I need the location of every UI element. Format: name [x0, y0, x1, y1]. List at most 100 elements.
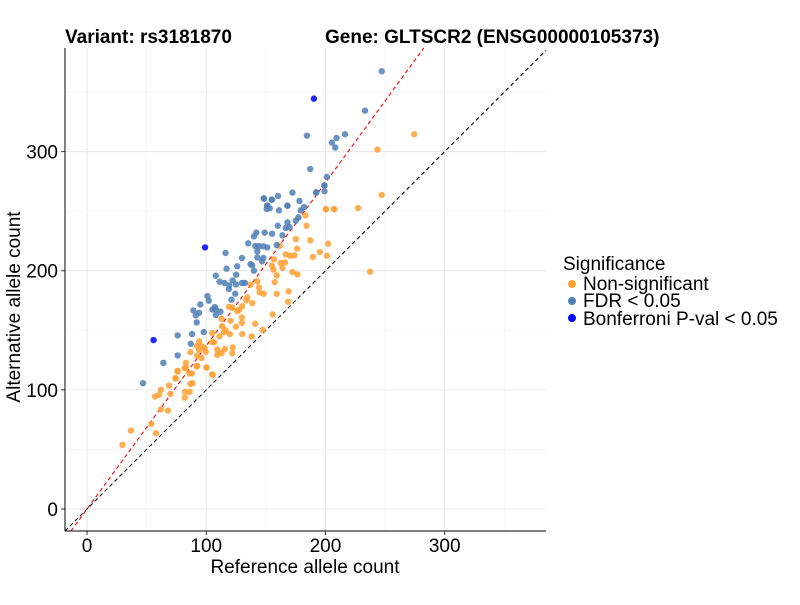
point-fdr-0-05 — [273, 241, 280, 249]
point-non-significant — [309, 253, 317, 261]
point-non-significant — [281, 259, 289, 266]
point-non-significant — [366, 268, 374, 275]
point-fdr-0-05 — [139, 379, 147, 387]
point-non-significant — [273, 290, 280, 297]
point-non-significant — [325, 240, 332, 247]
legend-label-non-significant: Non-significant — [583, 274, 709, 295]
point-non-significant — [165, 382, 173, 389]
point-fdr-0-05 — [197, 301, 204, 308]
point-fdr-0-05 — [332, 144, 339, 151]
point-non-significant — [195, 346, 203, 354]
point-fdr-0-05 — [192, 312, 199, 319]
point-non-significant — [243, 297, 250, 304]
legend-key-non-significant — [568, 280, 576, 288]
point-non-significant — [270, 256, 278, 263]
point-non-significant — [203, 364, 210, 371]
point-fdr-0-05 — [212, 311, 219, 319]
point-non-significant — [303, 222, 310, 229]
point-fdr-0-05 — [232, 281, 240, 288]
point-fdr-0-05 — [341, 131, 349, 138]
point-fdr-0-05 — [228, 296, 235, 303]
point-non-significant — [220, 328, 228, 336]
point-fdr-0-05 — [289, 189, 296, 196]
point-fdr-0-05 — [250, 233, 258, 240]
point-non-significant — [284, 298, 292, 305]
point-fdr-0-05 — [274, 222, 281, 229]
point-fdr-0-05 — [241, 279, 249, 287]
point-fdr-0-05 — [296, 197, 303, 205]
grid-lines — [65, 48, 546, 531]
reference-lines — [64, 47, 547, 532]
point-fdr-0-05 — [254, 248, 261, 255]
point-fdr-0-05 — [222, 249, 229, 257]
point-fdr-0-05 — [223, 265, 230, 272]
point-non-significant — [214, 351, 221, 359]
point-non-significant — [148, 420, 155, 428]
point-non-significant — [293, 245, 301, 252]
point-fdr-0-05 — [174, 352, 181, 359]
point-fdr-0-05 — [268, 230, 276, 237]
point-bonferroni-p-val-0-05 — [150, 336, 157, 344]
point-non-significant — [157, 406, 165, 413]
point-non-significant — [249, 299, 256, 307]
point-non-significant — [238, 319, 246, 326]
legend: Significance Non-significant FDR < 0.05 … — [563, 254, 778, 330]
point-non-significant — [410, 131, 418, 138]
point-non-significant — [186, 388, 193, 396]
point-fdr-0-05 — [160, 359, 167, 367]
point-non-significant — [270, 266, 277, 273]
reference-line-identity — [64, 49, 547, 532]
point-non-significant — [271, 278, 278, 286]
point-non-significant — [214, 346, 221, 353]
point-non-significant — [374, 146, 381, 153]
point-non-significant — [322, 205, 330, 213]
point-non-significant — [285, 288, 292, 295]
point-non-significant — [193, 363, 200, 370]
point-fdr-0-05 — [200, 328, 207, 336]
point-non-significant — [248, 333, 255, 340]
point-non-significant — [216, 333, 223, 340]
point-fdr-0-05 — [292, 217, 299, 224]
point-fdr-0-05 — [303, 132, 311, 139]
point-bonferroni-p-val-0-05 — [310, 95, 318, 102]
point-fdr-0-05 — [174, 332, 181, 339]
point-non-significant — [127, 427, 135, 434]
point-non-significant — [307, 237, 314, 244]
point-non-significant — [152, 430, 160, 437]
y-tick-label: 100 — [26, 381, 58, 402]
y-tick-label: 300 — [26, 143, 58, 164]
data-points — [119, 68, 418, 449]
legend-title: Significance — [563, 254, 665, 275]
point-non-significant — [172, 375, 179, 382]
point-fdr-0-05 — [378, 68, 385, 75]
point-non-significant — [209, 371, 217, 379]
point-non-significant — [187, 380, 194, 388]
point-non-significant — [279, 264, 286, 272]
point-fdr-0-05 — [321, 188, 328, 195]
point-non-significant — [273, 272, 280, 279]
point-non-significant — [181, 394, 189, 401]
point-fdr-0-05 — [282, 224, 289, 232]
reference-line-fit — [70, 47, 425, 532]
point-non-significant — [174, 368, 181, 375]
point-non-significant — [259, 326, 266, 333]
point-fdr-0-05 — [263, 202, 271, 209]
point-fdr-0-05 — [333, 134, 340, 142]
point-non-significant — [239, 303, 246, 310]
point-fdr-0-05 — [187, 340, 194, 347]
point-non-significant — [201, 344, 208, 352]
point-non-significant — [330, 205, 338, 213]
point-non-significant — [188, 370, 196, 377]
point-non-significant — [292, 235, 299, 243]
point-non-significant — [269, 311, 276, 318]
point-non-significant — [229, 344, 237, 351]
point-fdr-0-05 — [312, 189, 320, 196]
point-fdr-0-05 — [323, 173, 331, 181]
legend-key-fdr — [568, 297, 576, 305]
point-non-significant — [226, 330, 234, 338]
point-fdr-0-05 — [221, 279, 228, 287]
point-fdr-0-05 — [250, 267, 258, 274]
point-fdr-0-05 — [264, 244, 271, 251]
point-non-significant — [227, 317, 234, 324]
